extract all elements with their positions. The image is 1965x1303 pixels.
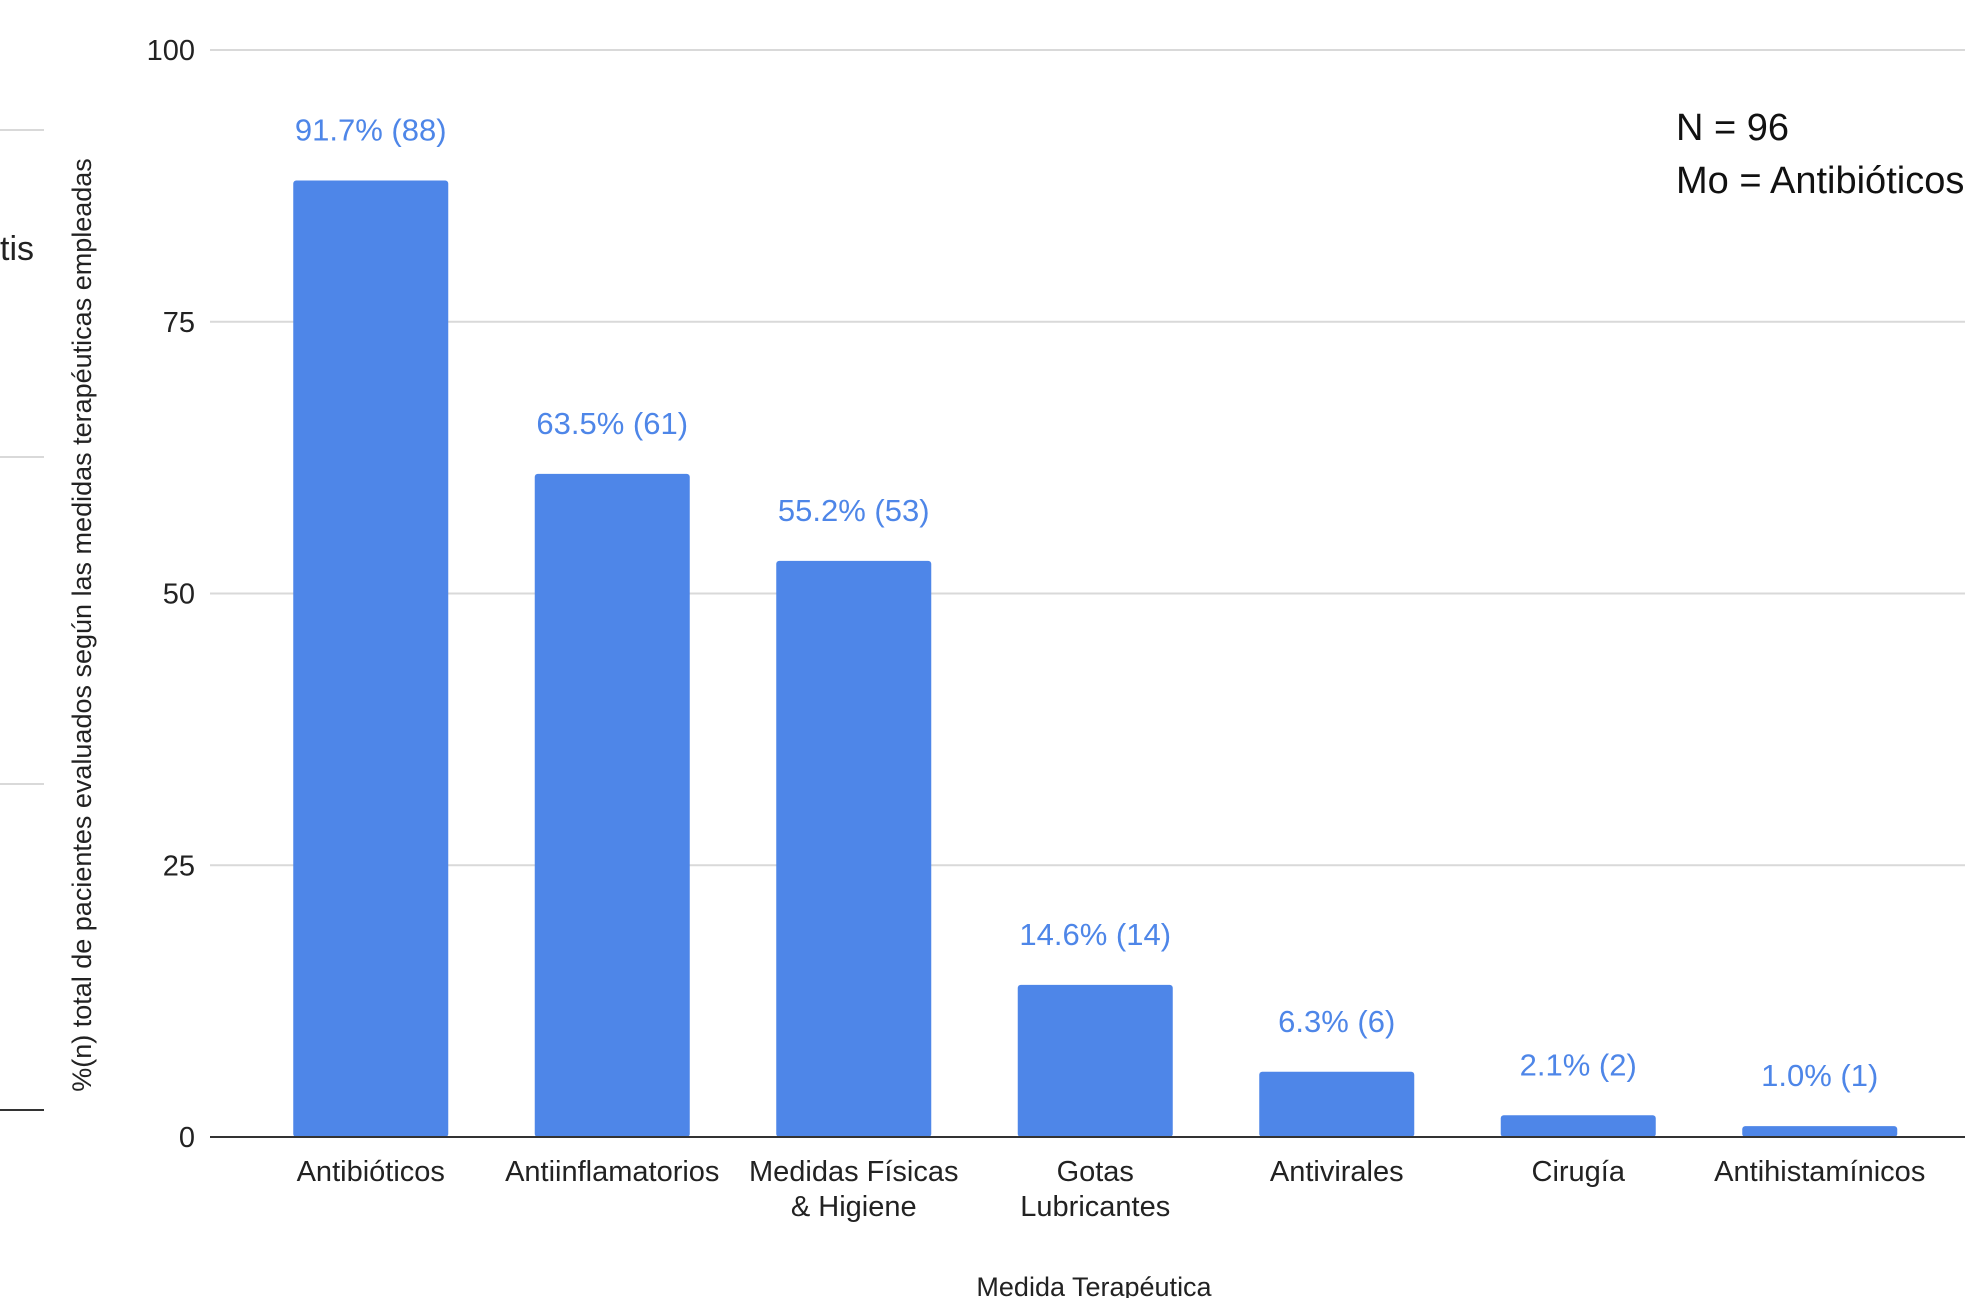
x-category-label: Antibióticos <box>297 1156 445 1188</box>
x-category-label: Medidas Físicas <box>749 1156 959 1188</box>
x-axis-categories: Antibióticos Antiinflamatorios Medidas Fís… <box>297 1156 1926 1223</box>
y-tick-label: 75 <box>163 307 195 339</box>
data-labels: 91.7% (88) 63.5% (61) 55.2% (53) 14.6% (14)… <box>295 112 1878 1093</box>
x-axis-title: Medida Terapéutica <box>976 1272 1212 1298</box>
bar <box>1017 984 1173 1137</box>
y-tick-label: 25 <box>163 850 195 882</box>
data-label: 6.3% (6) <box>1278 1004 1395 1039</box>
bar <box>534 473 690 1137</box>
x-category-label: Cirugía <box>1532 1156 1626 1188</box>
y-tick-label: 0 <box>179 1122 195 1154</box>
bar <box>1259 1071 1415 1137</box>
gridlines <box>210 49 1965 867</box>
x-category-label: Antivirales <box>1270 1156 1404 1188</box>
summary-annotation: N = 96 Mo = Antibióticos <box>1676 107 1964 202</box>
y-axis-ticks: 0 25 50 75 100 <box>147 35 195 1154</box>
y-tick-label: 100 <box>147 35 195 67</box>
x-category-label: Antihistamínicos <box>1714 1156 1925 1188</box>
bar <box>1500 1115 1656 1137</box>
bar <box>293 180 449 1137</box>
data-label: 63.5% (61) <box>536 406 688 441</box>
x-category-label: Gotas <box>1057 1156 1134 1188</box>
x-category-label: Lubricantes <box>1020 1191 1170 1223</box>
x-category-label: & Higiene <box>791 1191 917 1223</box>
left-panel-text-fragment: tis <box>0 230 34 268</box>
data-label: 55.2% (53) <box>778 493 930 528</box>
x-category-label: Antiinflamatorios <box>505 1156 719 1188</box>
bar <box>776 560 932 1137</box>
annotation-n: N = 96 <box>1676 107 1789 149</box>
annotation-mode: Mo = Antibióticos <box>1676 160 1964 202</box>
y-tick-label: 50 <box>163 579 195 611</box>
y-axis-title: %(n) total de pacientes evaluados según … <box>67 158 97 1092</box>
data-label: 91.7% (88) <box>295 112 447 147</box>
bar <box>1742 1126 1898 1137</box>
bars <box>293 180 1898 1137</box>
data-label: 2.1% (2) <box>1520 1047 1637 1082</box>
data-label: 1.0% (1) <box>1761 1058 1878 1093</box>
data-label: 14.6% (14) <box>1019 917 1171 952</box>
left-partial-panel: tis <box>0 129 44 1111</box>
